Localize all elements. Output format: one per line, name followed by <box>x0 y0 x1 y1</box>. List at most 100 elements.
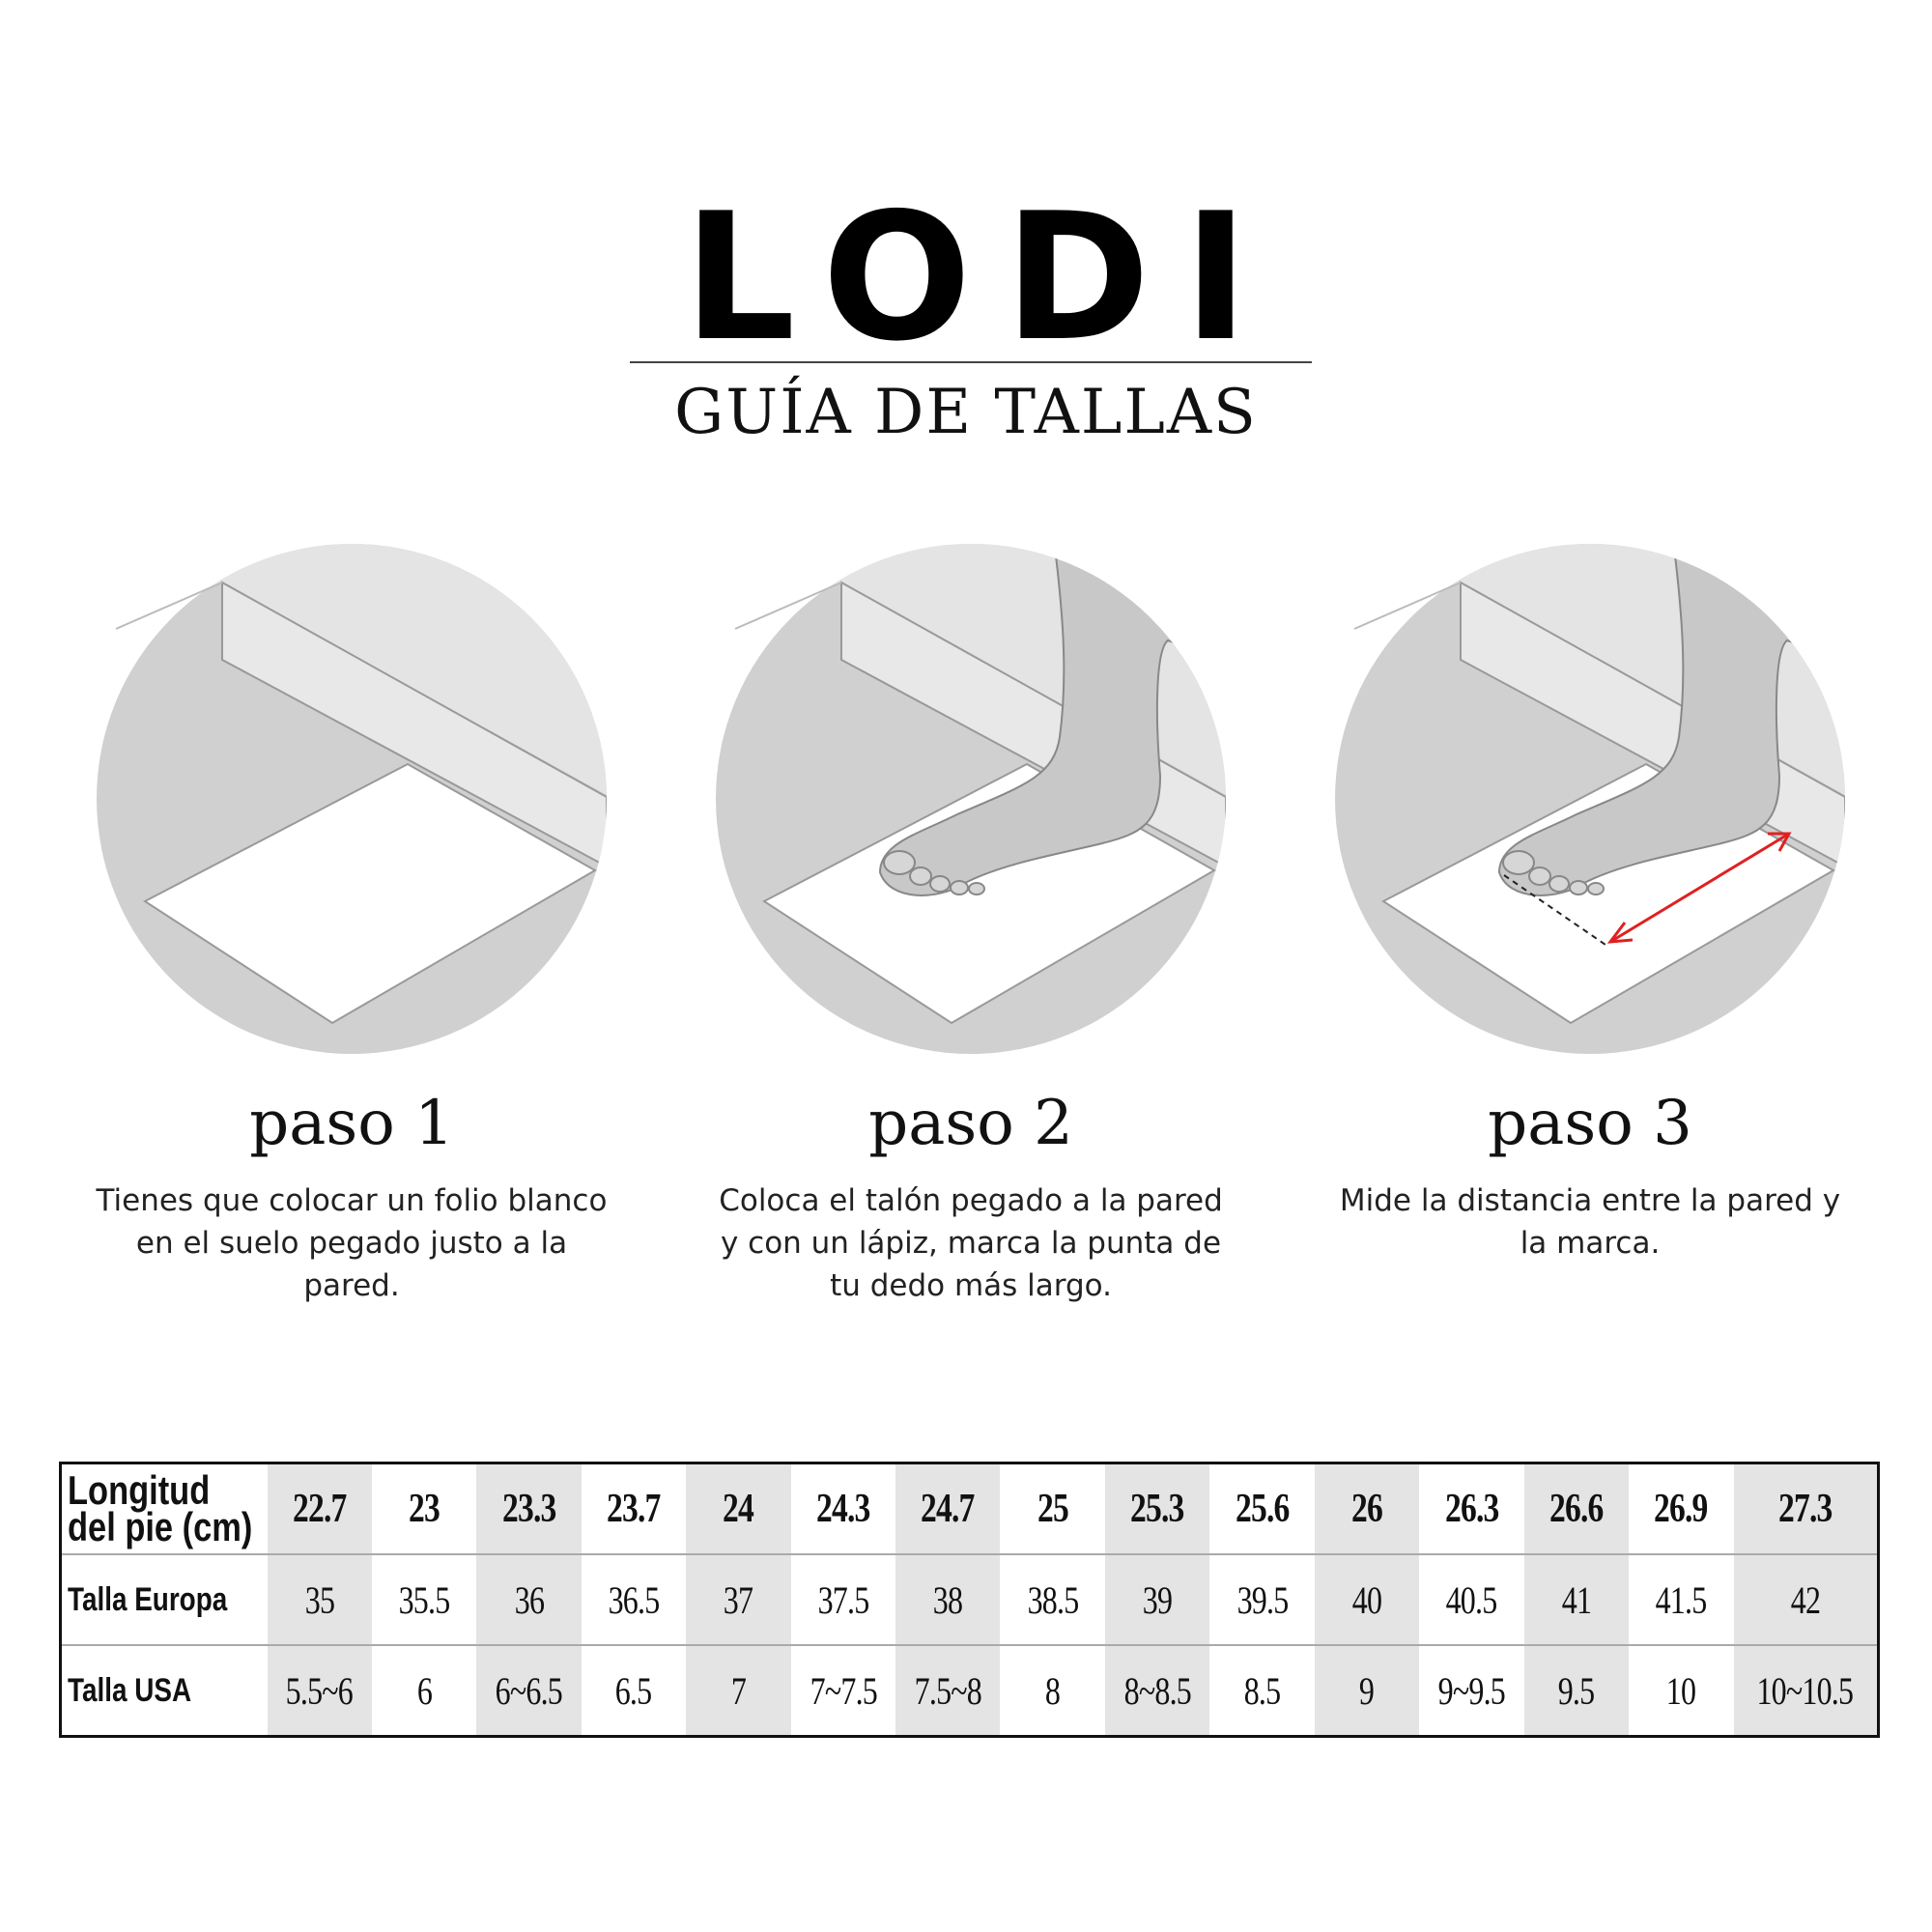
table-cell: 25.3 <box>1104 1463 1210 1555</box>
table-cell: 9 <box>1314 1645 1420 1737</box>
cell-value: 25.3 <box>1130 1487 1184 1531</box>
cell-value: 7~7.5 <box>810 1668 877 1713</box>
table-cell: 24.7 <box>895 1463 1001 1555</box>
step-description: Coloca el talón pegado a la pared y con … <box>719 1183 1223 1303</box>
table-cell: 35.5 <box>371 1554 477 1646</box>
table-cell: 6~6.5 <box>476 1645 582 1737</box>
page-title: GUÍA DE TALLAS <box>674 377 1258 448</box>
table-cell: 9.5 <box>1523 1645 1629 1737</box>
cell-value: 6.5 <box>615 1668 652 1713</box>
cell-value: 6 <box>416 1668 433 1713</box>
table-cell: 35 <box>267 1554 372 1646</box>
cell-value: 41.5 <box>1655 1577 1708 1622</box>
table-cell: 5.5~6 <box>267 1645 372 1737</box>
usa-size-row: Talla USA 5.5~6 6 6~6.5 6.5 7 7~7.5 7.5~8 8 8~8.5… <box>61 1645 1879 1737</box>
table-cell: 10 <box>1629 1645 1734 1737</box>
cell-value: 38 <box>933 1577 963 1622</box>
table-cell: 25 <box>1000 1463 1105 1555</box>
step-description: Mide la distancia entre la pared y la ma… <box>1339 1183 1841 1261</box>
europe-size-row: Talla Europa 35 35.5 36 36.5 37 37.5 38 38.5 39 39… <box>60 1554 1879 1646</box>
row-header: Longitud del pie (cm) <box>60 1463 268 1555</box>
cell-value: 10~10.5 <box>1756 1668 1855 1713</box>
table-cell: 24.3 <box>790 1463 896 1555</box>
cell-value: 39 <box>1142 1577 1173 1622</box>
table-cell: 7 <box>686 1645 791 1737</box>
cell-value: 37.5 <box>817 1577 869 1622</box>
table-cell: 7.5~8 <box>895 1645 1001 1737</box>
paper-against-wall-illustration <box>97 544 607 1054</box>
divider <box>630 361 1312 363</box>
table-cell: 40.5 <box>1419 1554 1524 1646</box>
table-cell: 23 <box>371 1463 477 1555</box>
cell-value: 35.5 <box>398 1577 451 1622</box>
step-title: paso 1 <box>249 1088 454 1159</box>
table-cell: 10~10.5 <box>1733 1645 1879 1737</box>
cell-value: 8 <box>1045 1668 1061 1713</box>
table-cell: 23.3 <box>476 1463 582 1555</box>
row-header: Talla Europa <box>60 1554 268 1646</box>
cell-value: 42 <box>1790 1577 1821 1622</box>
cell-value: 23 <box>409 1487 440 1531</box>
table-cell: 40 <box>1314 1554 1420 1646</box>
cell-value: 38.5 <box>1027 1577 1079 1622</box>
step-title: paso 2 <box>868 1088 1073 1159</box>
cell-value: 36 <box>514 1577 544 1622</box>
table-cell: 9~9.5 <box>1419 1645 1523 1737</box>
cell-value: 5.5~6 <box>286 1668 354 1713</box>
cell-value: 40.5 <box>1445 1577 1498 1622</box>
table-cell: 8 <box>1000 1645 1104 1737</box>
cell-value: 25 <box>1037 1487 1069 1531</box>
table-cell: 39.5 <box>1209 1554 1315 1646</box>
table-cell: 27.3 <box>1733 1463 1879 1555</box>
table-cell: 8.5 <box>1209 1645 1314 1737</box>
cell-value: 7 <box>730 1668 747 1713</box>
row-header: Talla USA <box>61 1645 268 1737</box>
cell-value: 22.7 <box>292 1487 347 1531</box>
cell-value: 23.3 <box>501 1487 556 1531</box>
table-cell: 6 <box>372 1645 476 1737</box>
step-2: paso 2 Coloca el talón pegado a la pared… <box>681 544 1261 1307</box>
cell-value: 26.3 <box>1444 1487 1499 1531</box>
table-cell: 37 <box>686 1554 791 1646</box>
table-cell: 38.5 <box>1000 1554 1105 1646</box>
table-cell: 26 <box>1314 1463 1420 1555</box>
measure-arrow-icon <box>1606 832 1792 944</box>
table-cell: 6.5 <box>582 1645 686 1737</box>
foot-measure-illustration <box>1335 544 1845 1054</box>
table-cell: 25.6 <box>1209 1463 1315 1555</box>
cell-value: 37 <box>724 1577 753 1622</box>
row-header-label: Talla USA <box>68 1672 192 1709</box>
cell-value: 9~9.5 <box>1437 1668 1506 1713</box>
table-cell: 37.5 <box>790 1554 896 1646</box>
cell-value: 25.6 <box>1235 1487 1290 1531</box>
table-cell: 23.7 <box>581 1463 687 1555</box>
cell-value: 41 <box>1561 1577 1592 1622</box>
table-cell: 26.3 <box>1419 1463 1524 1555</box>
table-cell: 38 <box>895 1554 1001 1646</box>
table-cell: 7~7.5 <box>791 1645 895 1737</box>
cell-value: 6~6.5 <box>495 1668 563 1713</box>
row-header-label: Talla Europa <box>68 1581 228 1618</box>
step-1: paso 1 Tienes que colocar un folio blanc… <box>62 544 641 1307</box>
table-cell: 41 <box>1523 1554 1629 1646</box>
cell-value: 26.9 <box>1654 1487 1709 1531</box>
foot-length-row: Longitud del pie (cm) 22.7 23 23.3 23.7 24 24.… <box>60 1463 1879 1555</box>
table-cell: 42 <box>1733 1554 1879 1646</box>
table-cell: 24 <box>686 1463 791 1555</box>
table-cell: 41.5 <box>1628 1554 1734 1646</box>
row-header-label: Longitud del pie (cm) <box>68 1467 253 1549</box>
table-cell: 26.9 <box>1628 1463 1734 1555</box>
foot-on-paper-illustration <box>716 544 1226 1054</box>
cell-value: 8~8.5 <box>1123 1668 1191 1713</box>
cell-value: 24.3 <box>816 1487 870 1531</box>
table-cell: 26.6 <box>1523 1463 1629 1555</box>
cell-value: 7.5~8 <box>914 1668 982 1713</box>
cell-value: 36.5 <box>608 1577 661 1622</box>
table-cell: 36.5 <box>581 1554 687 1646</box>
cell-value: 8.5 <box>1243 1668 1281 1713</box>
cell-value: 39.5 <box>1236 1577 1289 1622</box>
cell-value: 35 <box>304 1577 335 1622</box>
cell-value: 24 <box>723 1487 754 1531</box>
cell-value: 40 <box>1351 1577 1382 1622</box>
step-description: Tienes que colocar un folio blanco en el… <box>96 1183 608 1303</box>
